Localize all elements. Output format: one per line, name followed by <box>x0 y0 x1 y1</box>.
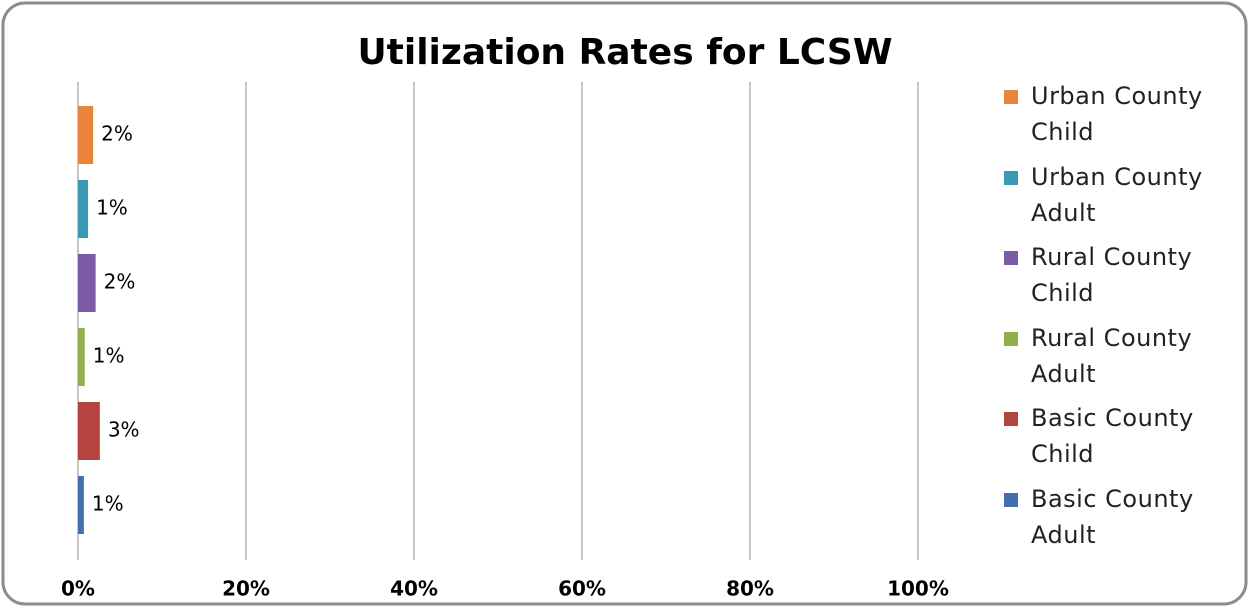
legend-swatch <box>1004 331 1018 346</box>
data-label: 1% <box>92 492 124 516</box>
legend-item: Rural County Adult <box>1004 320 1234 401</box>
legend-item: Urban County Child <box>1004 78 1234 159</box>
legend-label: Urban County Adult <box>1031 162 1203 227</box>
legend-swatch <box>1004 492 1018 507</box>
chart-title: Utilization Rates for LCSW <box>357 32 892 73</box>
x-tick-label: 20% <box>222 577 270 601</box>
legend-label: Basic County Adult <box>1031 484 1194 549</box>
bar <box>78 254 96 312</box>
x-tick-label: 40% <box>390 577 438 601</box>
legend-label: Rural County Adult <box>1031 323 1193 388</box>
legend-item: Urban County Adult <box>1004 159 1234 240</box>
bar <box>78 402 100 460</box>
legend-swatch <box>1004 90 1018 104</box>
legend-item: Basic County Adult <box>1004 481 1234 562</box>
legend: Urban County Child Urban County Adult Rura… <box>1004 78 1234 561</box>
bar <box>78 106 94 164</box>
data-label: 3% <box>108 418 140 442</box>
legend-swatch <box>1004 251 1018 265</box>
x-tick-label: 60% <box>558 577 606 601</box>
x-tick-label: 80% <box>726 577 774 601</box>
legend-swatch <box>1004 412 1018 426</box>
bar <box>78 180 89 238</box>
legend-item: Rural County Child <box>1004 239 1234 320</box>
bar <box>78 476 84 534</box>
data-label: 1% <box>96 196 128 220</box>
bar <box>78 328 85 386</box>
x-tick-label: 0% <box>61 577 95 601</box>
x-tick-label: 100% <box>887 577 949 601</box>
legend-label: Rural County Child <box>1031 243 1193 307</box>
data-label: 1% <box>93 344 125 368</box>
legend-swatch <box>1004 170 1018 185</box>
data-label: 2% <box>104 270 136 294</box>
legend-label: Basic County Child <box>1031 404 1194 468</box>
legend-label: Urban County Child <box>1031 82 1203 146</box>
data-label: 2% <box>101 122 133 146</box>
legend-item: Basic County Child <box>1004 400 1234 481</box>
